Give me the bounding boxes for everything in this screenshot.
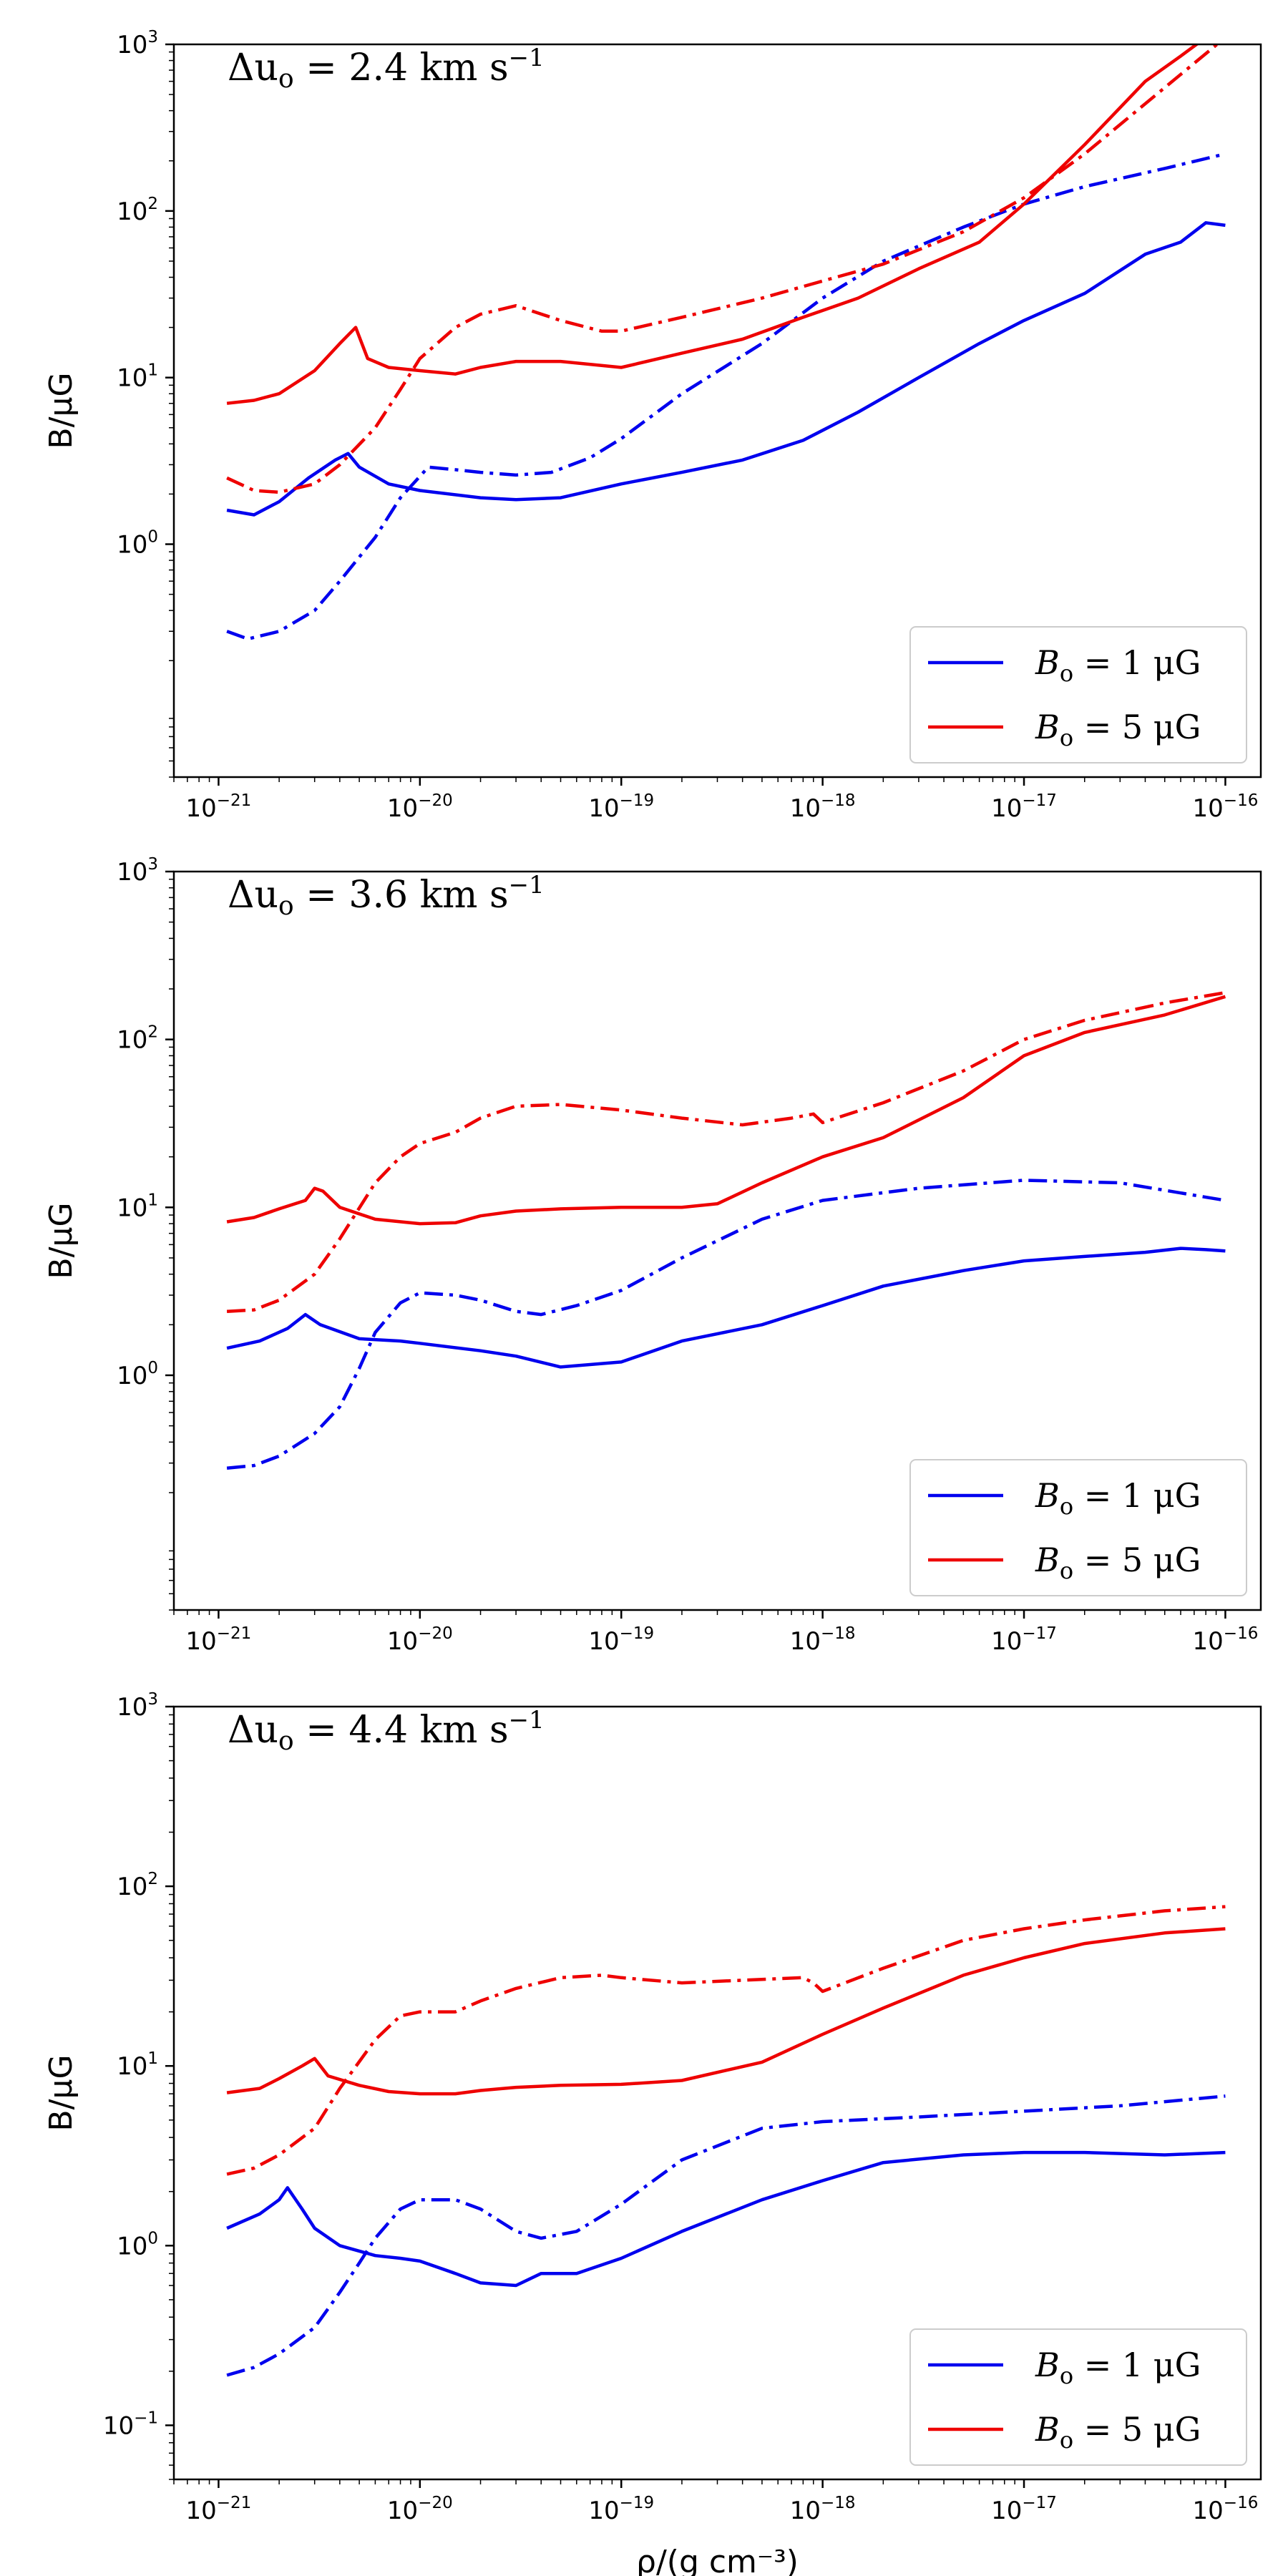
series-line-solid-b5 [226,1927,1226,2096]
y-tick-label: 102 [117,1870,158,1901]
x-tick-label: 10−18 [790,791,856,823]
x-tick-label: 10−17 [991,2494,1057,2525]
x-tick-label: 10−17 [991,791,1057,823]
y-axis-label: B/μG [43,2054,79,2131]
series-line-solid-b1 [226,2150,1226,2288]
series-group [226,44,1226,641]
velocity-annotation: Δuo = 3.6 km s−1 [228,871,545,921]
legend: Bo = 1 μG Bo = 5 μG [909,2328,1247,2466]
y-tick-label: 103 [117,855,158,887]
velocity-annotation: Δuo = 4.4 km s−1 [228,1706,545,1756]
legend-label: Bo = 1 μG [1035,643,1201,687]
y-tick-label: 100 [117,528,158,560]
legend-label: Bo = 1 μG [1035,2346,1201,2389]
series-line-solid-b1 [226,1246,1226,1369]
x-tick-label: 10−21 [186,1624,252,1656]
x-tick-label: 10−16 [1193,1624,1259,1656]
x-tick-label: 10−21 [186,2494,252,2525]
y-tick-label: 100 [117,2229,158,2260]
y-axis-label: B/μG [43,372,79,449]
series-line-solid-b5 [226,995,1226,1226]
chart-panel-3: 10−21 10−20 10−19 10−18 10−17 10−16 10−1 100 101… [43,1690,1262,2576]
y-tick-label: 100 [117,1359,158,1390]
series-group [226,990,1226,1470]
y-tick-label: 101 [117,361,158,393]
x-tick-label: 10−20 [387,1624,453,1656]
x-tick-label: 10−16 [1193,2494,1259,2525]
y-tick-label: 103 [117,1690,158,1722]
series-group [226,1905,1226,2377]
legend-box [909,626,1247,763]
series-line-dashdot-b5 [226,44,1220,494]
x-tick-label: 10−21 [186,791,252,823]
x-tick-label: 10−20 [387,791,453,823]
chart-panel-2: 10−21 10−20 10−19 10−18 10−17 10−16 100 101 102 1… [43,855,1262,1656]
y-axis-label: B/μG [43,1202,79,1279]
chart-panel-1: 10−21 10−20 10−19 10−18 10−17 10−16 100 101 102 1… [43,28,1262,823]
velocity-annotation: Δuo = 2.4 km s−1 [228,44,545,94]
x-tick-label: 10−18 [790,1624,856,1656]
y-tick-label: 102 [117,1023,158,1055]
y-tick-label: 101 [117,1191,158,1222]
legend-label: Bo = 5 μG [1035,2410,1201,2454]
legend: Bo = 1 μG Bo = 5 μG [909,626,1247,763]
series-line-dashdot-b1 [226,2094,1226,2377]
x-tick-label: 10−17 [991,1624,1057,1656]
legend-box [909,1459,1247,1596]
legend-label: Bo = 1 μG [1035,1476,1201,1520]
x-tick-label: 10−19 [588,2494,654,2525]
series-line-dashdot-b5 [226,990,1226,1313]
y-tick-label: 102 [117,195,158,226]
x-tick-label: 10−19 [588,791,654,823]
legend-box [909,2328,1247,2466]
x-tick-label: 10−19 [588,1624,654,1656]
series-line-dashdot-b5 [226,1905,1226,2176]
legend-label: Bo = 5 μG [1035,1541,1201,1584]
series-line-solid-b1 [226,221,1226,517]
x-axis-label: ρ/(g cm⁻³) [636,2544,799,2576]
series-line-dashdot-b1 [226,152,1226,641]
legend-label: Bo = 5 μG [1035,708,1201,751]
x-tick-label: 10−16 [1193,791,1259,823]
x-tick-label: 10−20 [387,2494,453,2525]
legend: Bo = 1 μG Bo = 5 μG [909,1459,1247,1596]
y-tick-label: 10−1 [103,2409,158,2440]
series-line-dashdot-b1 [226,1179,1226,1470]
series-line-solid-b5 [226,44,1199,405]
y-tick-label: 103 [117,28,158,59]
x-tick-label: 10−18 [790,2494,856,2525]
y-tick-label: 101 [117,2049,158,2081]
